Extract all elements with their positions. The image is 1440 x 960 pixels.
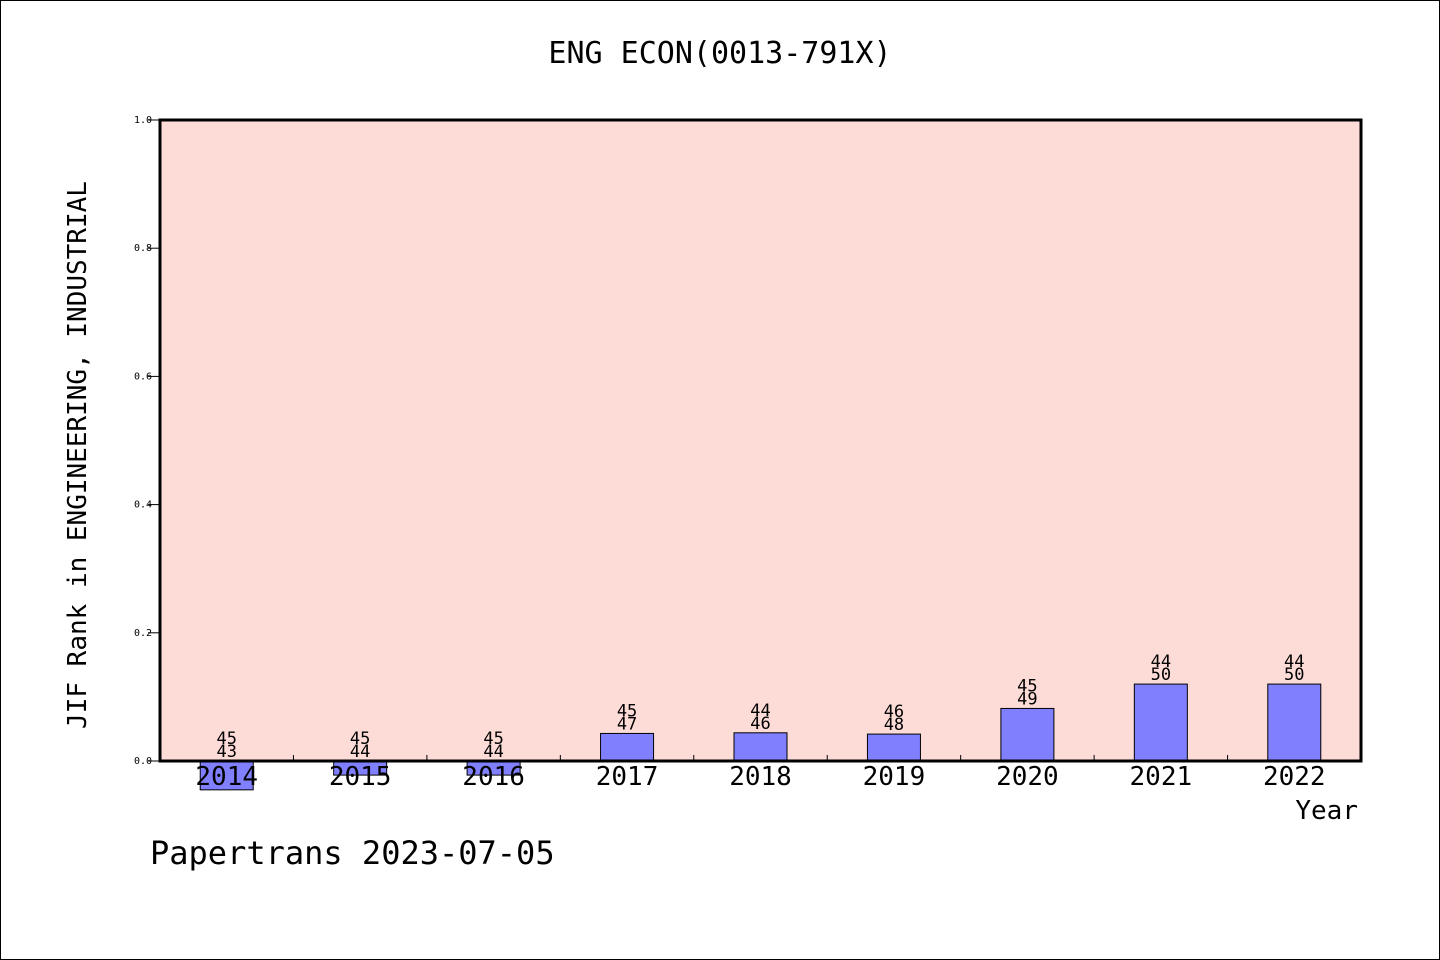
y-tick-label: 0.8 bbox=[134, 243, 152, 254]
bar bbox=[1133, 683, 1188, 762]
bar bbox=[600, 732, 655, 762]
data-label-bottom: 49 bbox=[1017, 689, 1037, 709]
data-label-top: 45 bbox=[1017, 676, 1037, 696]
data-label-bottom: 44 bbox=[350, 742, 370, 762]
y-axis-ticks: 0.0 0.2 0.4 0.6 0.8 1.0 bbox=[134, 115, 160, 767]
x-tick-label: 2015 bbox=[329, 762, 392, 792]
x-tick-label: 2019 bbox=[863, 762, 926, 792]
y-tick-label: 1.0 bbox=[134, 115, 152, 126]
data-label-top: 46 bbox=[884, 702, 904, 722]
data-label-bottom: 50 bbox=[1284, 665, 1304, 685]
bar bbox=[866, 733, 921, 762]
x-axis-label: Year bbox=[1295, 796, 1358, 826]
x-tick-label: 2018 bbox=[729, 762, 792, 792]
x-tick-label: 2020 bbox=[996, 762, 1059, 792]
data-label-top: 45 bbox=[483, 729, 503, 749]
plot-area bbox=[160, 120, 1361, 761]
chart-title: ENG ECON(0013-791X) bbox=[548, 36, 892, 71]
x-tick-label: 2016 bbox=[462, 762, 525, 792]
plot-border bbox=[158, 118, 1363, 763]
data-label-top: 45 bbox=[350, 729, 370, 749]
data-label-top: 44 bbox=[1284, 652, 1304, 672]
data-label-top: 44 bbox=[750, 701, 770, 721]
y-tick-label: 0.6 bbox=[134, 371, 152, 382]
bar bbox=[733, 732, 788, 762]
x-axis-ticks: 2014 2015 2016 2017 2018 2019 2020 2021 2022 bbox=[195, 755, 1326, 792]
data-label-top: 45 bbox=[617, 701, 637, 721]
data-label-top: 45 bbox=[216, 729, 236, 749]
x-tick-label: 2022 bbox=[1263, 762, 1326, 792]
bar-group bbox=[199, 683, 1322, 791]
y-tick-label: 0.2 bbox=[134, 628, 152, 639]
x-tick-label: 2017 bbox=[596, 762, 659, 792]
data-label-bottom: 47 bbox=[617, 714, 637, 734]
data-label-top: 44 bbox=[1151, 652, 1171, 672]
x-tick-label: 2021 bbox=[1130, 762, 1193, 792]
y-tick-label: 0.4 bbox=[134, 500, 152, 511]
bar bbox=[199, 760, 254, 791]
bar bbox=[1267, 683, 1322, 762]
bar bbox=[1000, 707, 1055, 762]
x-tick-label: 2014 bbox=[195, 762, 258, 792]
footer-credit: Papertrans 2023-07-05 bbox=[150, 834, 555, 872]
data-label-bottom: 50 bbox=[1151, 665, 1171, 685]
data-label-bottom: 48 bbox=[884, 715, 904, 735]
data-label-bottom: 43 bbox=[216, 742, 236, 762]
y-tick-label: 0.0 bbox=[134, 756, 152, 767]
data-label-bottom: 44 bbox=[483, 742, 503, 762]
data-label-bottom: 46 bbox=[750, 714, 770, 734]
